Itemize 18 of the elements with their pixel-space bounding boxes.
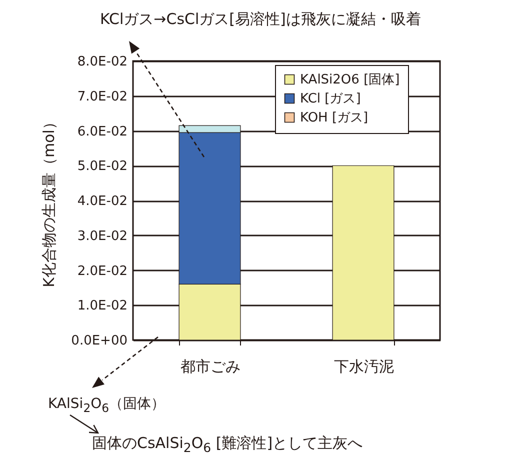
- y-tick-label: 2.0E-02: [77, 264, 128, 279]
- y-tick-label: 5.0E-02: [77, 159, 128, 174]
- legend-label: KAlSi2O6 [固体]: [300, 72, 400, 88]
- text: 固体のCsAlSi$_{2}$O$_{6}$ [難溶性]として主灰へ: [92, 434, 363, 455]
- y-axis-title: K化合物の生成量（mol）: [40, 114, 58, 288]
- legend-label: KCl [ガス]: [300, 92, 361, 106]
- y-tick-label: 8.0E-02: [77, 54, 128, 70]
- y-tick-label: 4.0E-02: [77, 194, 128, 209]
- x-tick-label: 下水汚泥: [334, 358, 394, 376]
- y-tick-label: 7.0E-02: [77, 89, 128, 104]
- x-tick-label: 都市ごみ: [180, 358, 240, 376]
- legend-label: KOH [ガス]: [300, 110, 368, 126]
- text: KClガス→CsClガス[易溶性]は飛灰に凝結・吸着: [100, 10, 421, 29]
- y-tick-label: 6.0E-02: [77, 124, 128, 140]
- y-tick-label: 3.0E-02: [77, 228, 128, 244]
- y-tick-label: 1.0E-02: [77, 298, 128, 314]
- y-tick-label: 0.0E+00: [71, 334, 128, 348]
- text: KAlSi$_{2}$O$_{6}$（固体）: [48, 395, 166, 415]
